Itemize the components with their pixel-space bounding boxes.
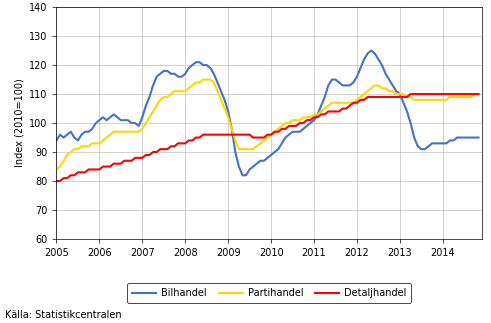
Bilhandel — [365, 52, 371, 56]
Detaljhandel — [54, 179, 59, 183]
Line: Bilhandel: Bilhandel — [56, 51, 479, 175]
Bilhandel — [401, 101, 407, 105]
Detaljhandel — [300, 121, 306, 125]
Detaljhandel — [476, 92, 482, 96]
Partihandel — [397, 92, 403, 96]
Partihandel — [54, 168, 59, 172]
Bilhandel — [476, 136, 482, 140]
Bilhandel — [304, 124, 310, 128]
Bilhandel — [139, 115, 145, 119]
Y-axis label: Index (2010=100): Index (2010=100) — [15, 79, 25, 167]
Partihandel — [186, 86, 192, 90]
Detaljhandel — [361, 98, 367, 102]
Line: Detaljhandel: Detaljhandel — [56, 94, 479, 181]
Detaljhandel — [408, 92, 413, 96]
Detaljhandel — [418, 92, 424, 96]
Bilhandel — [368, 49, 374, 53]
Text: Källa: Statistikcentralen: Källa: Statistikcentralen — [5, 310, 122, 320]
Legend: Bilhandel, Partihandel, Detaljhandel: Bilhandel, Partihandel, Detaljhandel — [127, 283, 411, 303]
Detaljhandel — [393, 95, 399, 99]
Bilhandel — [422, 147, 428, 151]
Detaljhandel — [186, 139, 192, 142]
Line: Partihandel: Partihandel — [56, 79, 479, 170]
Detaljhandel — [139, 156, 145, 160]
Bilhandel — [54, 139, 59, 142]
Bilhandel — [186, 66, 192, 70]
Partihandel — [476, 92, 482, 96]
Partihandel — [200, 78, 206, 81]
Bilhandel — [240, 173, 246, 177]
Partihandel — [304, 115, 310, 119]
Partihandel — [365, 89, 371, 93]
Partihandel — [418, 98, 424, 102]
Partihandel — [139, 127, 145, 131]
